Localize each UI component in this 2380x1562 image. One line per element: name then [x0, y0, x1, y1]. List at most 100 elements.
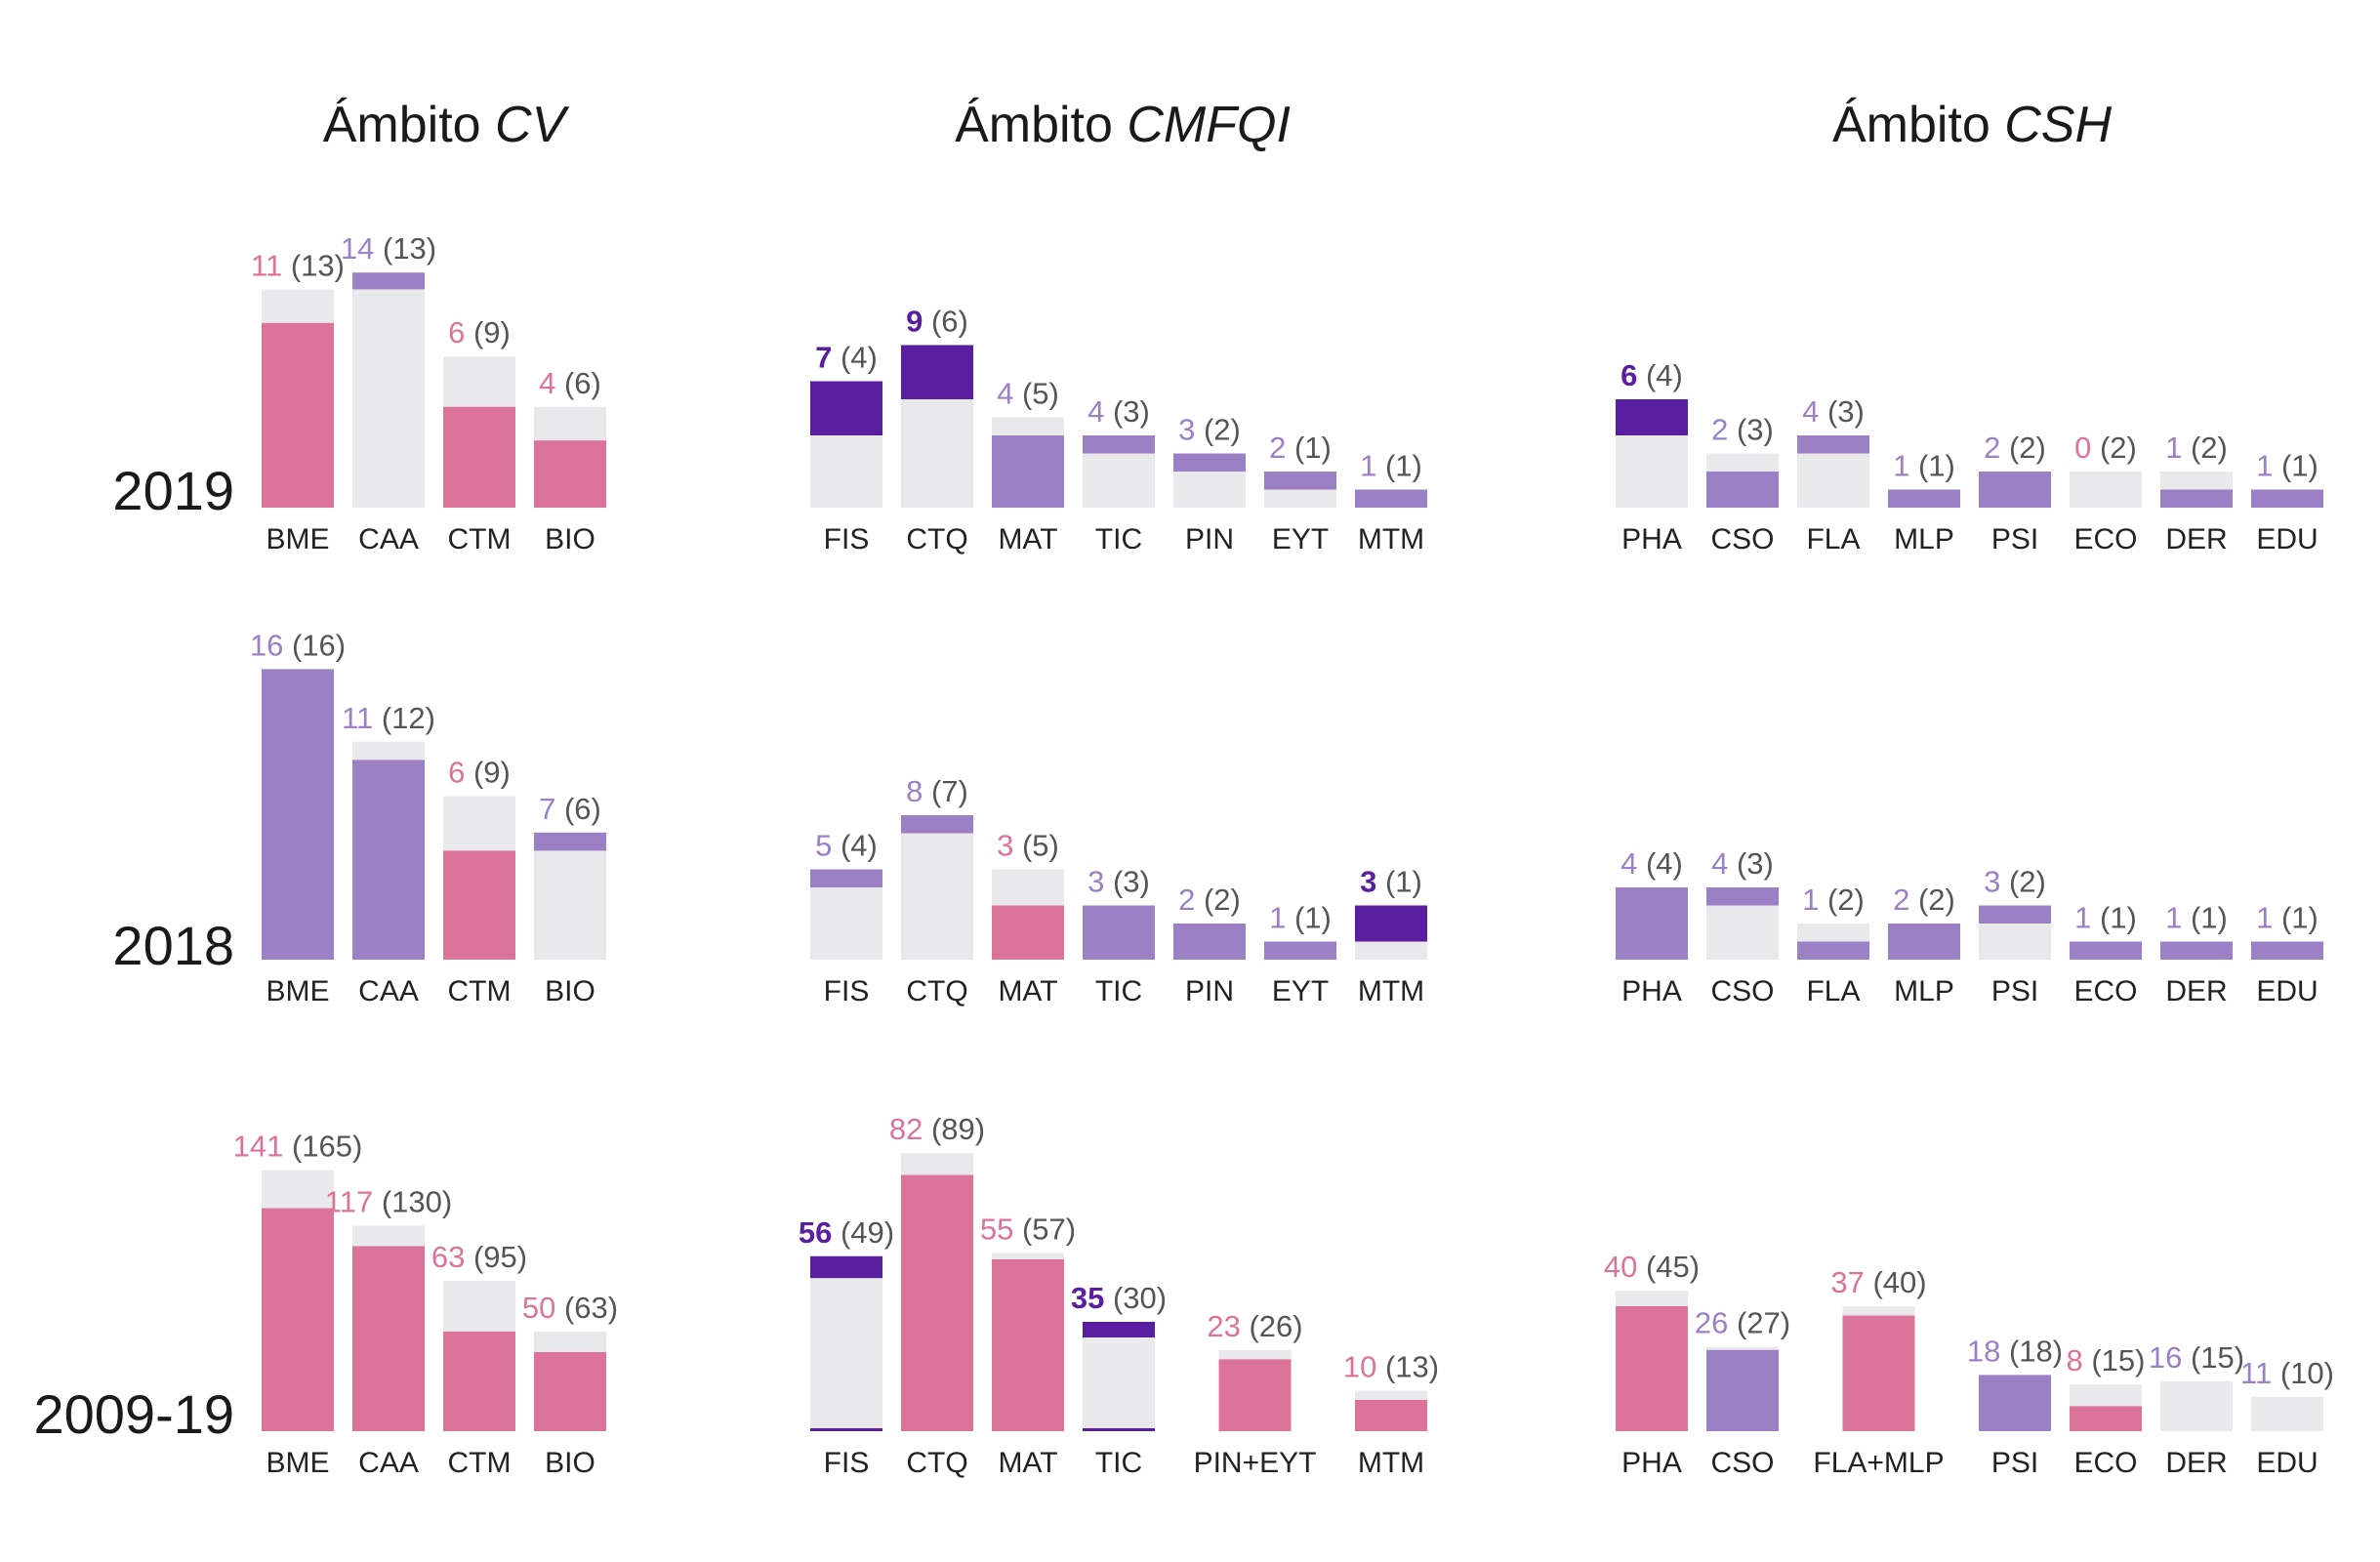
value-label-r2-p0-ctm: 63 (95) — [431, 1240, 527, 1274]
category-label-r1-p2-psi: PSI — [1991, 975, 2038, 1007]
value-bar-r1-p2-der — [2160, 941, 2233, 960]
category-label-r2-p2-eco: ECO — [2073, 1447, 2137, 1479]
value-label-r1-p2-edu: 1 (1) — [2256, 901, 2318, 935]
value-bar-r2-p2-cso — [1706, 1349, 1779, 1431]
value-bar-r0-p2-der — [2160, 489, 2233, 508]
category-label-r0-p0-caa: CAA — [358, 523, 419, 555]
category-label-r2-p2-der: DER — [2165, 1447, 2227, 1479]
value-label-r1-p1-mat: 3 (5) — [997, 829, 1059, 863]
category-label-r1-p1-fis: FIS — [824, 975, 870, 1007]
value-bar-r0-p0-caa — [352, 272, 425, 290]
value-bar-r0-p1-fis — [810, 381, 882, 435]
value-label-r2-p0-bio: 50 (63) — [522, 1291, 618, 1325]
value-label-r1-p1-tic: 3 (3) — [1087, 865, 1150, 899]
value-label-r2-p1-pin-eyt: 23 (26) — [1207, 1309, 1302, 1343]
value-label-r1-p0-bio: 7 (6) — [539, 792, 601, 826]
value-label-r2-p0-caa: 117 (130) — [325, 1184, 452, 1218]
value-bar-r1-p2-fla — [1797, 941, 1869, 960]
value-label-r2-p2-psi: 18 (18) — [1967, 1334, 2063, 1368]
value-bar-r1-p0-caa — [352, 760, 425, 960]
prev-bar-r1-p0-bio — [534, 850, 606, 960]
value-bar-r2-p2-pha — [1616, 1306, 1688, 1431]
category-label-r1-p1-eyt: EYT — [1272, 975, 1329, 1007]
prev-bar-r1-p1-mtm — [1355, 941, 1427, 960]
prev-bar-r0-p1-tic — [1083, 453, 1155, 508]
value-bar-r1-p2-pha — [1616, 887, 1688, 960]
value-bar-r2-p2-fla-mlp — [1842, 1315, 1915, 1431]
value-base-r2-p2-der — [2160, 1428, 2233, 1431]
category-label-r0-p1-fis: FIS — [824, 523, 870, 555]
value-label-r2-p1-ctq: 82 (89) — [889, 1112, 985, 1146]
value-base-r2-p2-edu — [2251, 1428, 2323, 1431]
category-label-r2-p0-caa: CAA — [358, 1447, 419, 1479]
category-label-r2-p2-edu: EDU — [2256, 1447, 2318, 1479]
value-bar-r2-p0-bme — [262, 1208, 334, 1431]
value-label-r2-p2-der: 16 (15) — [2149, 1340, 2244, 1375]
value-bar-r0-p2-mlp — [1888, 489, 1960, 508]
prev-bar-r0-p2-eco — [2070, 472, 2142, 508]
prev-bar-r2-p1-tic — [1083, 1337, 1155, 1431]
prev-bar-r0-p2-fla — [1797, 453, 1869, 508]
prev-bar-r1-p2-psi — [1979, 924, 2051, 960]
value-label-r0-p2-psi: 2 (2) — [1984, 431, 2046, 465]
value-bar-r1-p1-mat — [992, 905, 1064, 960]
category-label-r0-p1-tic: TIC — [1095, 523, 1142, 555]
value-bar-r0-p0-bme — [262, 322, 334, 508]
year-label-2018: 2018 — [112, 915, 234, 976]
category-label-r1-p2-edu: EDU — [2256, 975, 2318, 1007]
category-label-r0-p2-cso: CSO — [1710, 523, 1774, 555]
value-label-r0-p2-edu: 1 (1) — [2256, 449, 2318, 483]
value-label-r0-p1-pin: 3 (2) — [1178, 413, 1241, 447]
value-label-r1-p2-der: 1 (1) — [2165, 901, 2228, 935]
value-label-r1-p2-mlp: 2 (2) — [1893, 883, 1955, 917]
category-label-r1-p2-eco: ECO — [2073, 975, 2137, 1007]
value-label-r1-p0-bme: 16 (16) — [250, 628, 346, 662]
value-label-r0-p0-bme: 11 (13) — [251, 248, 345, 282]
value-label-r1-p1-pin: 2 (2) — [1178, 883, 1241, 917]
category-label-r0-p2-fla: FLA — [1806, 523, 1860, 555]
title-csh: Ámbito CSH — [1832, 97, 2113, 153]
value-label-r0-p2-pha: 6 (4) — [1621, 358, 1683, 392]
category-label-r1-p2-der: DER — [2165, 975, 2227, 1007]
category-label-r1-p2-fla: FLA — [1806, 975, 1860, 1007]
value-bar-r2-p0-bio — [534, 1352, 606, 1431]
value-label-r0-p1-eyt: 2 (1) — [1269, 431, 1332, 465]
category-label-r0-p2-eco: ECO — [2073, 523, 2137, 555]
category-label-r2-p2-psi: PSI — [1991, 1447, 2038, 1479]
value-label-r2-p2-pha: 40 (45) — [1604, 1250, 1700, 1284]
value-bar-r0-p2-cso — [1706, 472, 1779, 508]
category-label-r1-p1-ctq: CTQ — [906, 975, 967, 1007]
category-label-r2-p1-mtm: MTM — [1358, 1447, 1424, 1479]
value-label-r1-p1-fis: 5 (4) — [815, 829, 878, 863]
prev-bar-r0-p0-caa — [352, 289, 425, 508]
value-bar-r0-p1-pin — [1173, 453, 1246, 472]
category-label-r1-p2-cso: CSO — [1710, 975, 1774, 1007]
value-bar-r1-p0-bme — [262, 669, 334, 960]
value-label-r0-p0-bio: 4 (6) — [539, 366, 601, 400]
prev-bar-r0-p1-pin — [1173, 472, 1246, 508]
category-label-r0-p0-ctm: CTM — [448, 523, 512, 555]
category-label-r2-p1-tic: TIC — [1095, 1447, 1142, 1479]
value-bar-r2-p1-mtm — [1355, 1400, 1427, 1431]
value-bar-r0-p2-fla — [1797, 435, 1869, 454]
category-label-r0-p1-mtm: MTM — [1358, 523, 1424, 555]
category-label-r1-p1-pin: PIN — [1185, 975, 1234, 1007]
title-cmfqi: Ámbito CMFQI — [955, 97, 1291, 153]
prev-bar-r2-p1-fis — [810, 1278, 882, 1431]
category-label-r1-p1-mat: MAT — [998, 975, 1057, 1007]
value-bar-r2-p1-pin-eyt — [1218, 1359, 1292, 1431]
value-label-r0-p2-fla: 4 (3) — [1802, 394, 1865, 429]
value-label-r0-p2-cso: 2 (3) — [1711, 413, 1774, 447]
value-label-r1-p2-eco: 1 (1) — [2074, 901, 2137, 935]
value-bar-r1-p2-cso — [1706, 887, 1779, 906]
value-bar-r2-p1-mat — [992, 1259, 1064, 1431]
year-label-2019: 2019 — [112, 460, 234, 521]
value-bar-r2-p0-caa — [352, 1246, 425, 1431]
category-label-r2-p0-bme: BME — [266, 1447, 329, 1479]
value-bar-r1-p1-fis — [810, 869, 882, 887]
value-bar-r1-p0-ctm — [443, 850, 515, 960]
value-label-r0-p0-ctm: 6 (9) — [448, 315, 511, 349]
value-bar-r0-p1-eyt — [1264, 472, 1336, 490]
value-label-r1-p2-cso: 4 (3) — [1711, 846, 1774, 881]
prev-bar-r2-p2-edu — [2251, 1400, 2323, 1431]
